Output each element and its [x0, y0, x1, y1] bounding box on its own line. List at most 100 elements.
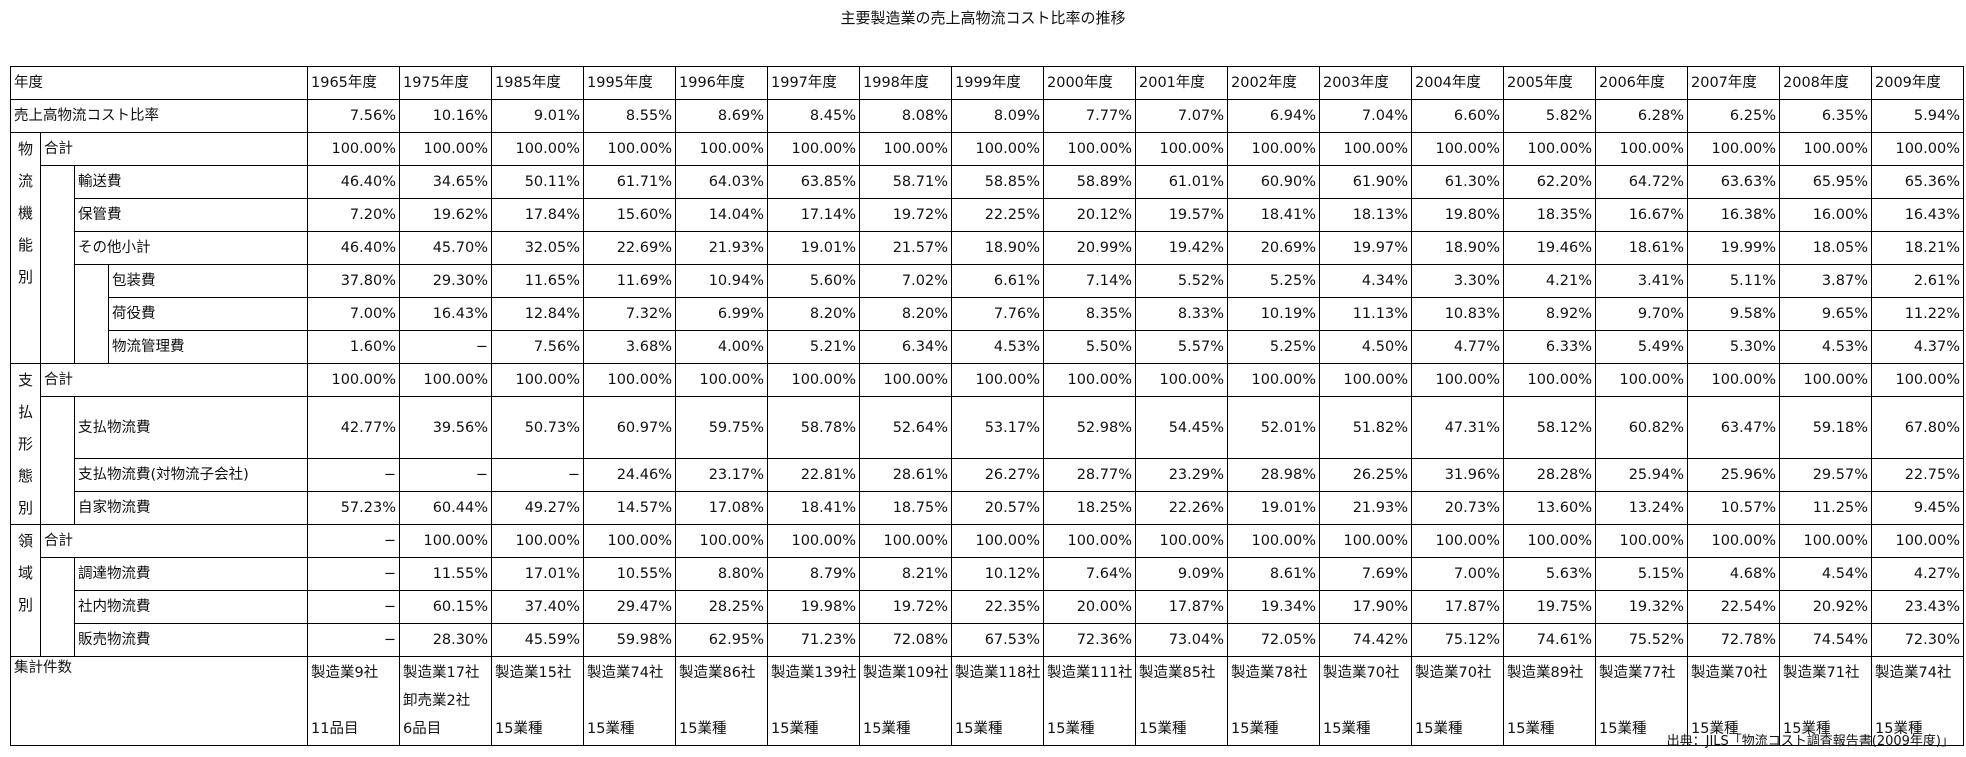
table-row: 物流管理費 1.60% −7.56% 3.68% 4.00% 5.21% 6.34% 4.53… — [11, 330, 1964, 364]
table-cell: 17.84% — [491, 198, 584, 232]
table-cell: 9.01% — [491, 99, 584, 133]
table-cell: 100.00% — [951, 363, 1044, 397]
table-cell: 72.78% — [1687, 623, 1780, 657]
table-cell: 11.55% — [399, 557, 492, 591]
table-cell: 6.99% — [675, 297, 768, 331]
year-header: 2009年度 — [1871, 66, 1964, 100]
count-line: 製造業70社 — [1691, 665, 1768, 681]
count-line: 15業種 — [495, 721, 543, 737]
table-cell: 5.50% — [1043, 330, 1136, 364]
group-label-char: 態 — [17, 467, 33, 485]
table-cell: 5.49% — [1595, 330, 1688, 364]
table-cell: 74.54% — [1779, 623, 1872, 657]
table-cell: 18.75% — [859, 491, 952, 525]
table-cell: 45.70% — [399, 231, 492, 265]
row-label: 合計 — [40, 524, 308, 558]
group-label-char: 域 — [17, 564, 33, 582]
count-cell: 製造業109社 15業種 — [859, 656, 952, 746]
table-cell: 58.12% — [1503, 396, 1596, 459]
table-cell: 28.98% — [1227, 458, 1320, 492]
count-line: 製造業85社 — [1139, 665, 1216, 681]
table-cell: 75.52% — [1595, 623, 1688, 657]
table-cell: 12.84% — [491, 297, 584, 331]
logistics-cost-table: 年度 1965年度 1975年度 1985年度 1995年度 1996年度 1997年度 19… — [10, 66, 1964, 746]
count-line — [955, 685, 1040, 707]
group-label: 領域別 — [10, 524, 41, 657]
row-label: 合計 — [40, 363, 308, 397]
count-cell: 製造業78社 15業種 — [1227, 656, 1320, 746]
table-cell: 59.75% — [675, 396, 768, 459]
table-cell: 8.61% — [1227, 557, 1320, 591]
table-cell: 19.01% — [1227, 491, 1320, 525]
table-cell: 100.00% — [1871, 363, 1964, 397]
count-line: 15業種 — [1691, 721, 1739, 737]
row-label: 自家物流費 — [74, 491, 308, 525]
table-cell: 17.01% — [491, 557, 584, 591]
table-cell: − — [491, 458, 584, 492]
table-cell: 100.00% — [1135, 524, 1228, 558]
count-line: 15業種 — [1783, 721, 1831, 737]
table-cell: 4.27% — [1871, 557, 1964, 591]
table-cell: 5.82% — [1503, 99, 1596, 133]
table-cell: 15.60% — [583, 198, 676, 232]
table-cell: 5.21% — [767, 330, 860, 364]
table-cell: 100.00% — [1595, 524, 1688, 558]
table-cell: 20.73% — [1411, 491, 1504, 525]
count-line: 15業種 — [1231, 721, 1279, 737]
row-label: 社内物流費 — [74, 590, 308, 624]
count-line: 15業種 — [771, 721, 819, 737]
table-cell: 7.20% — [307, 198, 400, 232]
count-line: 製造業118社 — [955, 665, 1041, 681]
table-cell: 4.50% — [1319, 330, 1412, 364]
table-cell: 100.00% — [1871, 524, 1964, 558]
count-cell: 製造業118社 15業種 — [951, 656, 1044, 746]
table-cell: 8.20% — [859, 297, 952, 331]
year-header: 1997年度 — [767, 66, 860, 100]
table-cell: 100.00% — [1319, 132, 1412, 166]
count-cell: 製造業139社 15業種 — [767, 656, 860, 746]
count-line — [771, 685, 856, 707]
count-line — [495, 685, 580, 707]
table-cell: 26.27% — [951, 458, 1044, 492]
count-line: 製造業17社 — [403, 665, 480, 681]
table-cell: 62.20% — [1503, 165, 1596, 199]
ratio-row: 売上高物流コスト比率 7.56% 10.16% 9.01% 8.55% 8.69% 8.45… — [10, 99, 1964, 133]
count-line: 製造業71社 — [1783, 665, 1860, 681]
table-cell: 9.45% — [1871, 491, 1964, 525]
table-row: 領域別合計 −100.00% 100.00% 100.00% 100.00% 100.00… — [10, 524, 1964, 657]
table-cell: 17.87% — [1411, 590, 1504, 624]
table-cell: 100.00% — [675, 524, 768, 558]
table-cell: 10.12% — [951, 557, 1044, 591]
table-cell: 11.25% — [1779, 491, 1872, 525]
table-cell: 8.80% — [675, 557, 768, 591]
table-cell: 100.00% — [307, 132, 400, 166]
table-cell: 3.30% — [1411, 264, 1504, 298]
count-line: 15業種 — [587, 721, 635, 737]
table-cell: 4.34% — [1319, 264, 1412, 298]
count-line: 15業種 — [679, 721, 727, 737]
table-cell: 60.97% — [583, 396, 676, 459]
table-row: 保管費 7.20% 19.62% 17.84% 15.60% 14.04% 17.14% 19… — [11, 198, 1964, 232]
table-cell: 100.00% — [399, 524, 492, 558]
count-line — [1783, 685, 1868, 707]
table-cell: 100.00% — [951, 524, 1044, 558]
header-label: 年度 — [10, 66, 308, 100]
table-cell: 61.01% — [1135, 165, 1228, 199]
count-cell: 製造業89社 15業種 — [1503, 656, 1596, 746]
count-cell: 製造業9社 11品目 — [307, 656, 400, 746]
table-cell: 100.00% — [1135, 363, 1228, 397]
table-cell: 100.00% — [1503, 363, 1596, 397]
table-cell: 100.00% — [1319, 524, 1412, 558]
year-header: 1996年度 — [675, 66, 768, 100]
table-cell: 100.00% — [399, 363, 492, 397]
row-label: 荷役費 — [108, 297, 308, 331]
table-cell: 100.00% — [767, 132, 860, 166]
table-cell: 4.53% — [951, 330, 1044, 364]
table-cell: 34.65% — [399, 165, 492, 199]
table-cell: 17.90% — [1319, 590, 1412, 624]
table-cell: 58.85% — [951, 165, 1044, 199]
table-cell: 7.64% — [1043, 557, 1136, 591]
group-label-char: 支 — [17, 371, 33, 389]
count-line — [587, 685, 672, 707]
year-header: 2006年度 — [1595, 66, 1688, 100]
